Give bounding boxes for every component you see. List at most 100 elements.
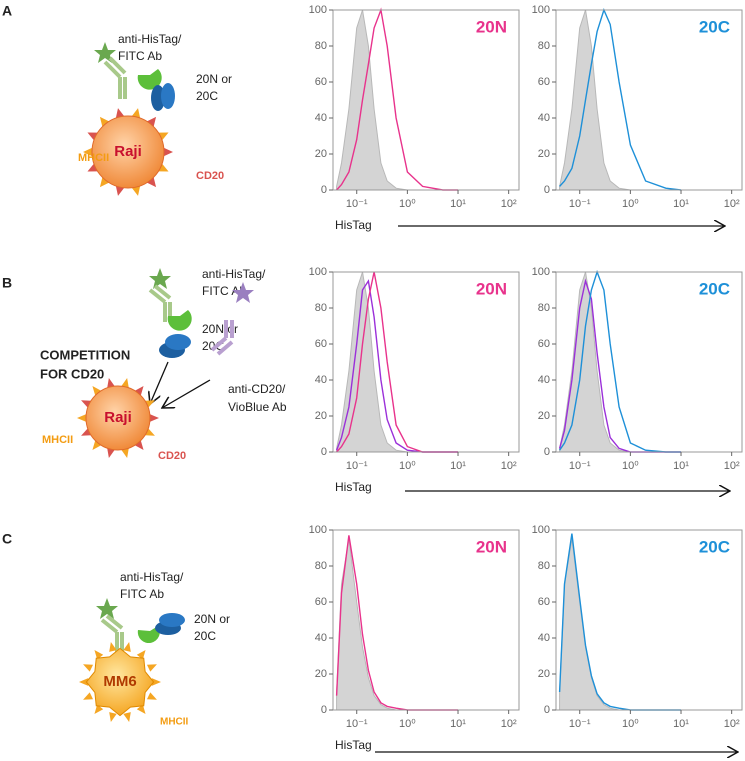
x-axis-label: HisTag: [335, 738, 372, 752]
x-tick-label: 10⁰: [399, 460, 416, 472]
y-tick-label: 40: [538, 374, 550, 386]
receptor: [134, 385, 144, 396]
y-tick-label: 40: [315, 374, 327, 386]
y-tick-label: 100: [309, 266, 327, 278]
y-tick-label: 100: [309, 524, 327, 536]
chart-label: 20C: [699, 537, 730, 556]
antibody-label: anti-HisTag/: [120, 570, 184, 584]
panel-letter: A: [2, 3, 12, 19]
histogram-chart: 0 20 40 60 80 100 10⁻¹ 10⁰ 10¹ 10² 20N HisTag: [309, 524, 520, 752]
cell: [83, 108, 173, 196]
y-tick-label: 100: [532, 266, 550, 278]
receptor: [99, 116, 110, 127]
y-tick-label: 0: [321, 704, 327, 716]
y-tick-label: 0: [321, 184, 327, 196]
y-tick-label: 80: [315, 40, 327, 52]
antibody-label: anti-HisTag/: [118, 32, 182, 46]
arrow: [162, 379, 211, 408]
mhc-label: MHCII: [160, 717, 189, 728]
receptor: [115, 185, 125, 196]
receptor: [99, 177, 110, 188]
receptor: [92, 385, 102, 396]
y-tick-label: 40: [538, 112, 550, 124]
receptor: [123, 712, 131, 722]
receptor: [131, 185, 141, 196]
x-tick-label: 10⁻¹: [346, 460, 368, 472]
cell: [79, 642, 161, 722]
receptor: [131, 108, 141, 119]
receptor: [146, 664, 157, 672]
receptor: [87, 163, 98, 172]
blocker-label: anti-CD20/: [228, 382, 286, 396]
receptor: [136, 704, 146, 715]
panel-letter: B: [2, 275, 12, 291]
vioblue-star: [232, 282, 254, 303]
receptor: [83, 664, 94, 672]
histogram-chart: 0 20 40 60 80 100 10⁻¹ 10⁰ 10¹ 10² 20C: [532, 4, 743, 210]
y-tick-label: 0: [321, 446, 327, 458]
receptor: [146, 116, 157, 127]
y-tick-label: 80: [315, 560, 327, 572]
receptor: [158, 132, 169, 141]
y-tick-label: 80: [538, 302, 550, 314]
plot-frame: [555, 9, 743, 191]
receptor: [115, 108, 125, 119]
protein-label: 20N or: [196, 72, 232, 86]
y-tick-label: 100: [532, 4, 550, 16]
blocker-antibody: [210, 320, 234, 356]
cell: [77, 378, 159, 458]
y-tick-label: 60: [538, 76, 550, 88]
x-tick-label: 10⁻¹: [346, 198, 368, 210]
receptor: [77, 414, 87, 422]
control-histogram: [559, 9, 682, 191]
y-tick-label: 60: [538, 338, 550, 350]
y-tick-label: 60: [315, 338, 327, 350]
y-tick-label: 60: [538, 596, 550, 608]
receptor: [149, 414, 159, 422]
y-tick-label: 80: [538, 560, 550, 572]
chart-label: 20C: [699, 17, 730, 36]
blocker-label: VioBlue Ab: [228, 400, 287, 414]
plot-frame: [332, 9, 520, 191]
chart-label: 20N: [476, 279, 507, 298]
fitc-star: [149, 268, 171, 289]
anti-histag: [167, 310, 192, 331]
receptor: [79, 678, 89, 686]
cell-body: [85, 647, 155, 717]
y-tick-label: 80: [315, 302, 327, 314]
histogram-chart: 0 20 40 60 80 100 10⁻¹ 10⁰ 10¹ 10² 20N HisTag: [309, 4, 520, 232]
y-tick-label: 40: [315, 112, 327, 124]
histogram-line: [336, 7, 458, 191]
mhc-label: MHCII: [42, 434, 73, 446]
x-tick-label: 10²: [724, 460, 740, 472]
x-axis-label: HisTag: [335, 218, 372, 232]
x-tick-label: 10¹: [450, 718, 466, 730]
y-tick-label: 0: [544, 704, 550, 716]
plot-frame: [332, 529, 520, 711]
control-histogram: [336, 9, 459, 191]
x-tick-label: 10¹: [450, 198, 466, 210]
receptor: [146, 177, 157, 188]
x-tick-label: 10⁰: [622, 460, 639, 472]
receptor: [107, 448, 115, 458]
receptor: [94, 649, 104, 660]
histogram-chart: 0 20 40 60 80 100 10⁻¹ 10⁰ 10¹ 10² 20C: [532, 524, 743, 730]
antibody: [103, 56, 127, 99]
fitc-star: [96, 598, 118, 619]
y-tick-label: 60: [315, 76, 327, 88]
x-tick-label: 10¹: [673, 718, 689, 730]
antibody-label: FITC Ab: [202, 284, 246, 298]
x-tick-label: 10⁻¹: [569, 460, 591, 472]
y-tick-label: 0: [544, 184, 550, 196]
receptor: [109, 712, 117, 722]
x-tick-label: 10⁰: [622, 198, 639, 210]
receptor: [94, 704, 104, 715]
histogram-line: [336, 271, 458, 453]
cell-label: Raji: [104, 409, 132, 426]
receptor: [92, 440, 102, 451]
receptor: [83, 147, 93, 157]
receptor: [158, 163, 169, 172]
y-tick-label: 20: [315, 148, 327, 160]
antibody: [100, 614, 124, 652]
